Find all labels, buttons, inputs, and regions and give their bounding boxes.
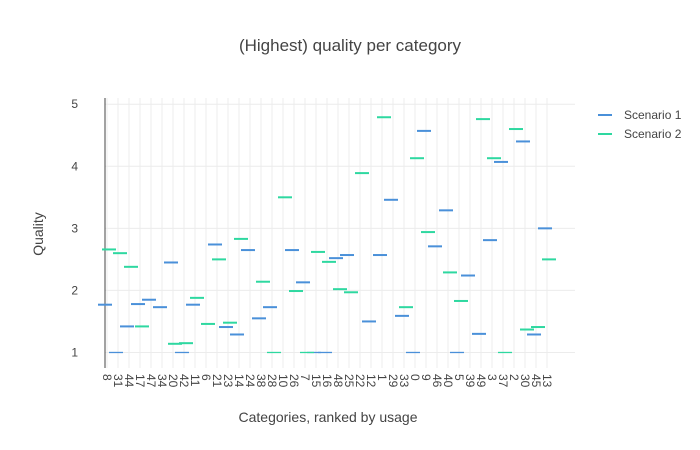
x-tick-label: 8 — [100, 374, 114, 381]
legend[interactable]: Scenario 1 Scenario 2 — [598, 108, 682, 141]
legend-label-scenario-1: Scenario 1 — [624, 108, 682, 122]
x-tick-label: 47 — [144, 374, 158, 388]
x-tick-label: 2 — [507, 374, 521, 381]
legend-item-scenario-1[interactable]: Scenario 1 — [598, 108, 682, 122]
x-tick-label: 26 — [287, 374, 301, 388]
x-tick-label: 5 — [452, 374, 466, 381]
x-tick-label: 33 — [397, 374, 411, 388]
x-tick-label: 38 — [254, 374, 268, 388]
x-tick-label: 23 — [221, 374, 235, 388]
x-tick-label: 6 — [199, 374, 213, 381]
x-tick-label: 34 — [155, 374, 169, 388]
x-tick-label: 12 — [364, 374, 378, 388]
y-tick-label: 4 — [71, 159, 78, 173]
x-tick-label: 37 — [496, 374, 510, 388]
x-tick-label: 17 — [133, 374, 147, 388]
x-tick-label: 16 — [320, 374, 334, 388]
x-tick-label: 21 — [210, 374, 224, 388]
x-tick-label: 42 — [177, 374, 191, 388]
legend-item-scenario-2[interactable]: Scenario 2 — [598, 127, 682, 141]
y-tick-label: 5 — [71, 97, 78, 111]
x-tick-label: 39 — [463, 374, 477, 388]
y-tick-label: 3 — [71, 221, 78, 235]
y-axis-title: Quality — [30, 212, 46, 256]
x-tick-label: 22 — [353, 374, 367, 388]
x-axis-title: Categories, ranked by usage — [239, 409, 418, 425]
x-tick-label: 49 — [474, 374, 488, 388]
y-tick-label: 1 — [71, 345, 78, 359]
y-tick-labels: 1 2 3 4 5 — [71, 97, 78, 359]
x-tick-label: 13 — [540, 374, 554, 388]
x-tick-label: 45 — [529, 374, 543, 388]
x-tick-labels: 8314417473420421162123142438281026715164… — [100, 374, 554, 388]
x-tick-label: 25 — [342, 374, 356, 388]
data-marks — [98, 116, 556, 354]
x-tick-label: 7 — [298, 374, 312, 381]
legend-label-scenario-2: Scenario 2 — [624, 127, 682, 141]
y-tick-label: 2 — [71, 283, 78, 297]
chart-title: (Highest) quality per category — [239, 36, 462, 55]
x-tick-label: 48 — [331, 374, 345, 388]
x-tick-label: 9 — [419, 374, 433, 381]
x-tick-label: 10 — [276, 374, 290, 388]
x-tick-label: 44 — [122, 374, 136, 388]
x-tick-label: 29 — [386, 374, 400, 388]
x-tick-label: 14 — [232, 374, 246, 388]
x-tick-label: 20 — [166, 374, 180, 388]
x-tick-label: 3 — [485, 374, 499, 381]
x-tick-label: 0 — [408, 374, 422, 381]
x-tick-label: 11 — [188, 374, 202, 387]
x-tick-label: 46 — [430, 374, 444, 388]
x-tick-label: 1 — [375, 374, 389, 381]
x-tick-label: 40 — [441, 374, 455, 388]
x-tick-label: 31 — [111, 374, 125, 388]
gridlines — [105, 98, 575, 368]
x-tick-label: 30 — [518, 374, 532, 388]
x-tick-label: 28 — [265, 374, 279, 388]
x-tick-label: 24 — [243, 374, 257, 388]
x-tick-label: 15 — [309, 374, 323, 388]
